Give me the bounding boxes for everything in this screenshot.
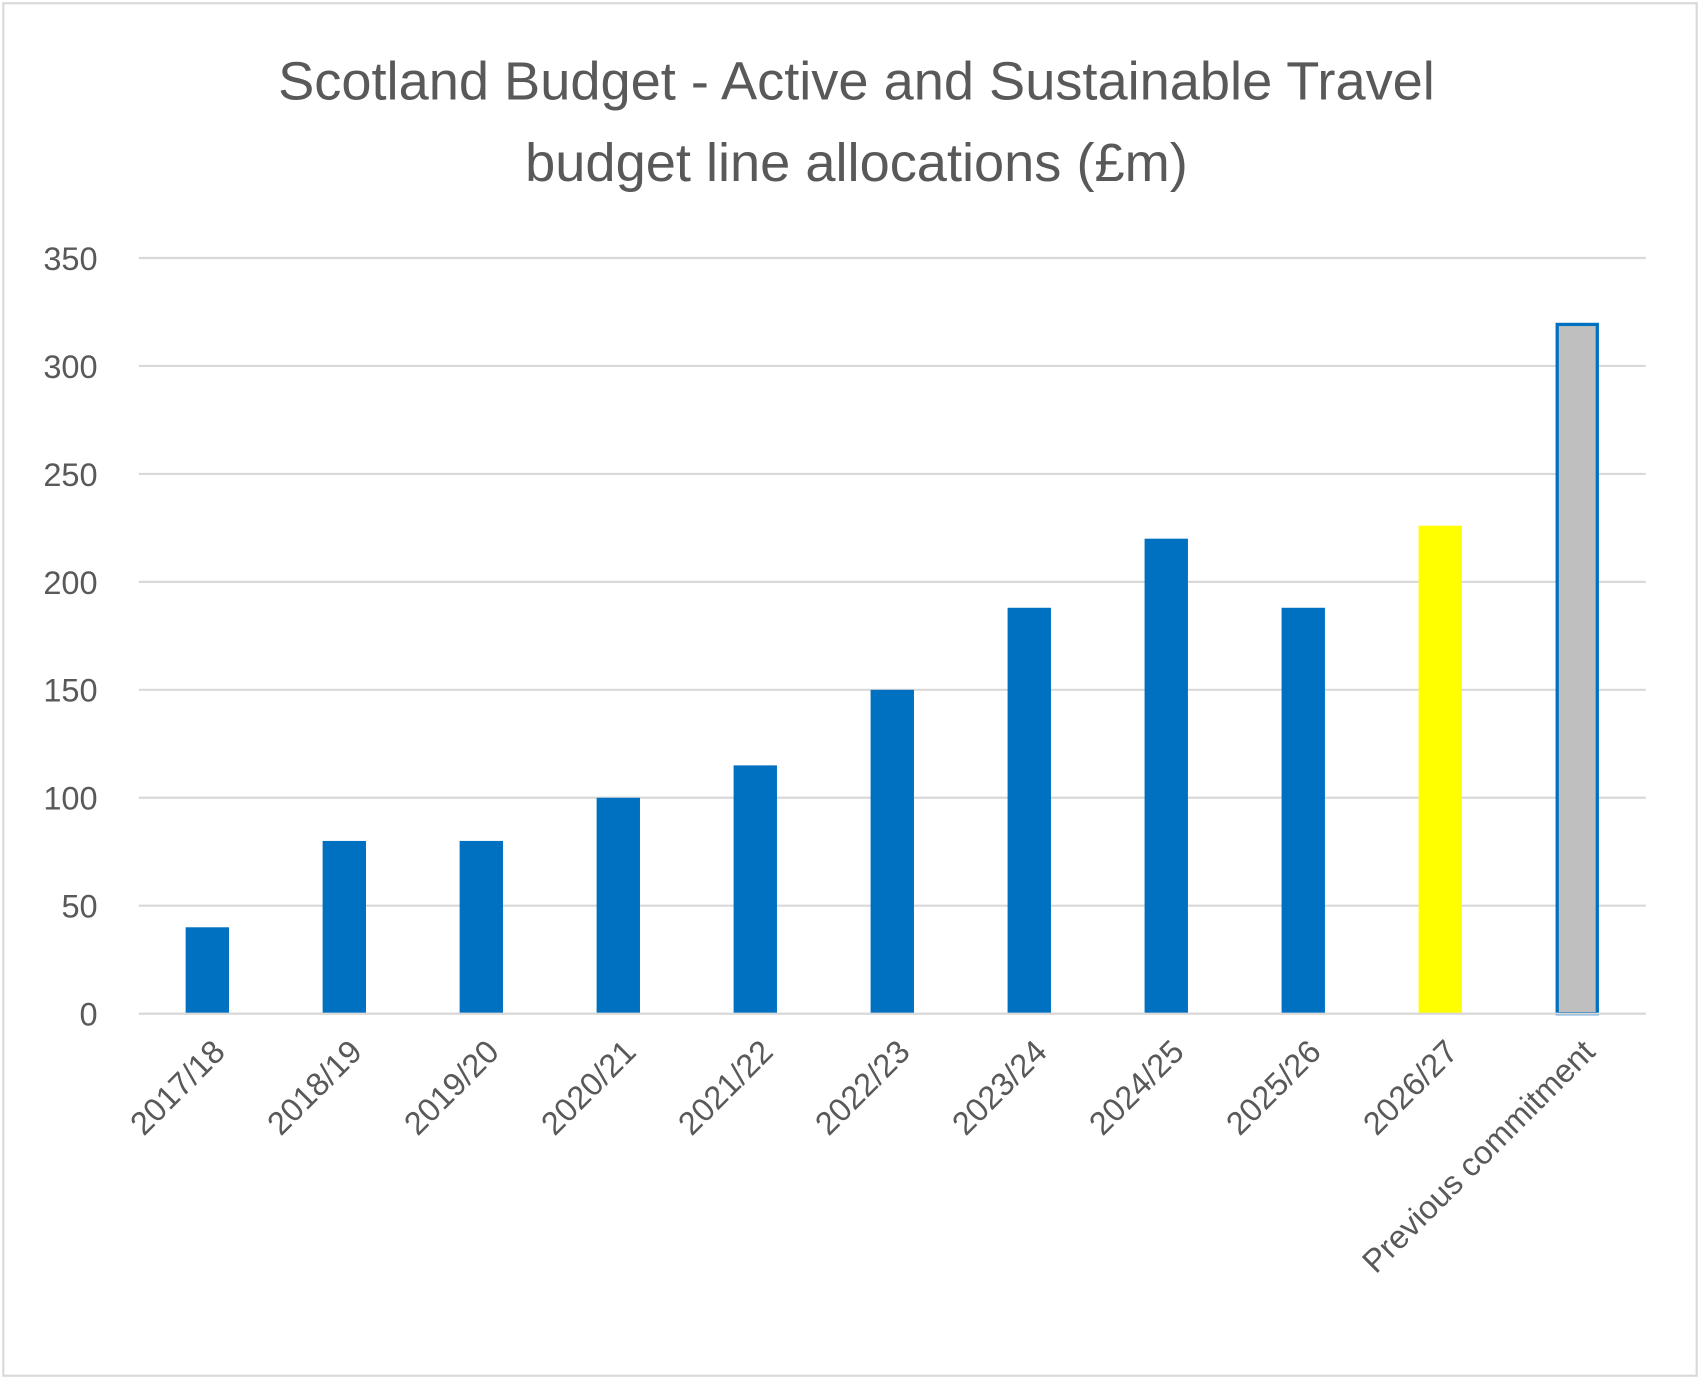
bar bbox=[1007, 607, 1051, 1014]
chart-title-line-2: budget line allocations (£m) bbox=[525, 133, 1188, 193]
bar bbox=[733, 765, 777, 1014]
bar bbox=[185, 927, 229, 1014]
chart-title-line-1: Scotland Budget - Active and Sustainable… bbox=[278, 52, 1435, 112]
y-tick-label: 0 bbox=[80, 997, 98, 1033]
bar bbox=[1281, 607, 1325, 1014]
bar bbox=[322, 840, 366, 1014]
bar bbox=[596, 797, 640, 1014]
y-tick-label: 350 bbox=[43, 241, 97, 277]
y-tick-label: 100 bbox=[43, 781, 97, 817]
bar bbox=[1555, 322, 1599, 1016]
bar bbox=[1144, 538, 1188, 1014]
y-tick-label: 150 bbox=[43, 673, 97, 709]
y-tick-label: 50 bbox=[61, 889, 97, 925]
bar bbox=[870, 689, 914, 1014]
bar bbox=[459, 840, 503, 1014]
y-tick-label: 250 bbox=[43, 457, 97, 493]
bar bbox=[1418, 525, 1462, 1014]
y-tick-label: 200 bbox=[43, 565, 97, 601]
y-tick-label: 300 bbox=[43, 349, 97, 385]
